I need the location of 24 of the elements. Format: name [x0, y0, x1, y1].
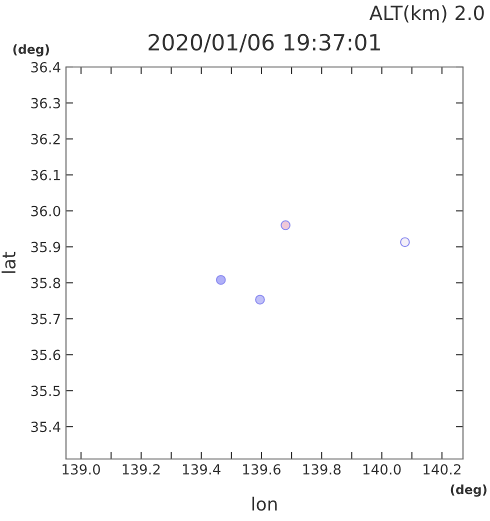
y-tick-label: 35.4: [31, 422, 60, 432]
y-tick-label: 36.1: [31, 170, 60, 180]
x-tick-label: 140.2: [424, 464, 460, 475]
text: (deg): [450, 484, 486, 497]
y-tick-label: 36.4: [31, 62, 60, 72]
y-tick-label: 36.3: [31, 98, 60, 108]
x-tick-label: 139.2: [122, 464, 160, 475]
x-tick-label: 140.0: [363, 464, 401, 475]
x-tick-label: 139.4: [182, 464, 220, 475]
y-axis-title: lat: [2, 252, 16, 273]
y-tick-label: 35.9: [31, 242, 60, 252]
text: (deg): [13, 44, 49, 56]
x-tick-label: 139.8: [303, 464, 341, 475]
chart-title: 2020/01/06 19:37:01: [148, 34, 380, 52]
x-tick-label: 139.0: [62, 464, 100, 475]
y-tick-label: 35.7: [31, 314, 60, 324]
y-tick-label: 36.2: [31, 134, 60, 144]
text: ALT(km) 2.0: [369, 5, 484, 23]
y-tick-label: 35.6: [31, 350, 60, 360]
x-axis-title: lon: [252, 496, 277, 511]
y-tick-label: 35.8: [31, 278, 60, 288]
y-tick-label: 36.0: [31, 206, 60, 216]
y-tick-label: 35.5: [31, 386, 60, 396]
x-tick-label: 139.6: [243, 464, 280, 475]
